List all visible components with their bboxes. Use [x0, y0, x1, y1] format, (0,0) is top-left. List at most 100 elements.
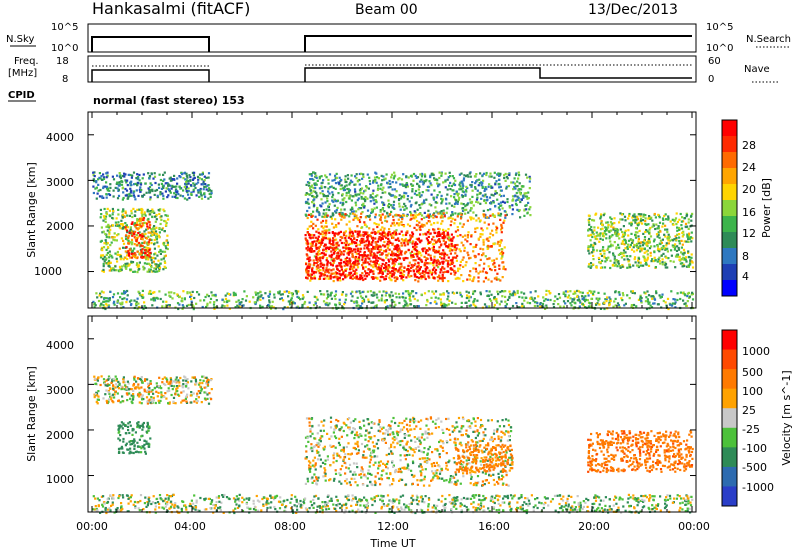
heatmap-cell: [461, 225, 464, 228]
heatmap-cell: [318, 213, 321, 217]
heatmap-cell: [326, 290, 329, 293]
heatmap-cell: [616, 232, 619, 235]
heatmap-cell: [439, 244, 443, 247]
heatmap-cell: [528, 180, 531, 183]
heatmap-cell: [321, 190, 324, 193]
heatmap-cell: [437, 184, 440, 187]
heatmap-cell: [637, 238, 640, 241]
heatmap-cell: [105, 262, 108, 265]
heatmap-cell: [319, 290, 322, 293]
heatmap-cell: [505, 187, 508, 190]
heatmap-cell: [464, 212, 467, 215]
heatmap-cell: [453, 196, 456, 199]
heatmap-cell: [359, 250, 362, 253]
heatmap-cell: [342, 199, 345, 202]
heatmap-cell: [338, 303, 341, 306]
heatmap-cell: [174, 195, 177, 198]
heatmap-cell: [186, 176, 189, 179]
heatmap-cell: [474, 182, 477, 185]
heatmap-cell: [383, 203, 386, 206]
heatmap-cell: [390, 210, 393, 213]
heatmap-cell: [345, 184, 348, 187]
heatmap-cell: [112, 195, 115, 198]
heatmap-cell: [182, 189, 185, 192]
heatmap-cell: [612, 228, 615, 231]
heatmap-cell: [506, 200, 509, 204]
heatmap-cell: [185, 183, 188, 186]
heatmap-cell: [466, 203, 469, 206]
heatmap-cell: [597, 256, 600, 260]
heatmap-cell: [372, 239, 375, 242]
heatmap-cell: [104, 220, 107, 223]
heatmap-cell: [158, 268, 161, 271]
heatmap-cell: [168, 177, 171, 180]
heatmap-cell: [338, 249, 341, 252]
heatmap-cell: [384, 270, 387, 273]
heatmap-cell: [358, 232, 361, 235]
heatmap-cell: [479, 270, 482, 273]
heatmap-cell: [614, 227, 617, 230]
heatmap-cell: [682, 263, 685, 266]
heatmap-cell: [385, 256, 388, 259]
heatmap-cell: [670, 290, 673, 293]
heatmap-cell: [136, 228, 139, 231]
heatmap-cell: [303, 302, 306, 305]
heatmap-cell: [367, 187, 370, 190]
heatmap-cell: [316, 251, 320, 254]
heatmap-cell: [677, 248, 681, 251]
cpid-label: CPID: [8, 90, 35, 101]
heatmap-cell: [207, 184, 210, 187]
heatmap-cell: [599, 307, 603, 310]
heatmap-cell: [605, 233, 608, 236]
heatmap-cell: [603, 292, 606, 295]
heatmap-cell: [329, 263, 333, 266]
heatmap-cell: [337, 192, 340, 195]
heatmap-cell: [542, 296, 545, 299]
heatmap-cell: [687, 236, 690, 239]
heatmap-cell: [491, 229, 494, 232]
heatmap-cell: [370, 276, 373, 279]
heatmap-cell: [411, 242, 414, 245]
heatmap-cell: [175, 189, 178, 192]
heatmap-cell: [391, 181, 394, 184]
heatmap-cell: [414, 244, 417, 247]
heatmap-cell: [149, 231, 152, 234]
heatmap-cell: [623, 231, 626, 234]
heatmap-cell: [611, 244, 614, 247]
heatmap-cell: [427, 272, 430, 275]
heatmap-cell: [335, 238, 338, 241]
heatmap-cell: [134, 222, 137, 225]
heatmap-cell: [339, 239, 342, 242]
heatmap-cell: [377, 256, 380, 260]
heatmap-cell: [339, 211, 343, 214]
heatmap-cell: [342, 216, 345, 219]
heatmap-cell: [667, 218, 670, 221]
heatmap-cell: [515, 172, 518, 175]
heatmap-cell: [343, 274, 346, 277]
heatmap-cell: [511, 199, 514, 202]
heatmap-cell: [307, 184, 311, 187]
heatmap-cell: [643, 251, 646, 254]
heatmap-cell: [467, 291, 470, 294]
heatmap-cell: [196, 291, 199, 294]
heatmap-cell: [487, 294, 490, 297]
heatmap-cell: [305, 267, 309, 270]
heatmap-cell: [403, 202, 406, 205]
heatmap-cell: [398, 232, 401, 235]
heatmap-cell: [646, 256, 649, 259]
heatmap-cell: [120, 237, 123, 240]
heatmap-cell: [630, 224, 633, 227]
heatmap-cell: [115, 257, 118, 260]
heatmap-cell: [392, 177, 395, 180]
heatmap-cell: [690, 293, 693, 296]
heatmap-cell: [476, 196, 479, 199]
heatmap-cell: [352, 210, 355, 213]
heatmap-cell: [658, 294, 661, 297]
heatmap-cell: [364, 277, 367, 280]
heatmap-cell: [615, 259, 618, 262]
heatmap-cell: [352, 234, 355, 237]
heatmap-cell: [352, 266, 356, 269]
heatmap-cell: [380, 265, 383, 268]
heatmap-cell: [160, 215, 163, 218]
heatmap-cell: [437, 212, 440, 215]
